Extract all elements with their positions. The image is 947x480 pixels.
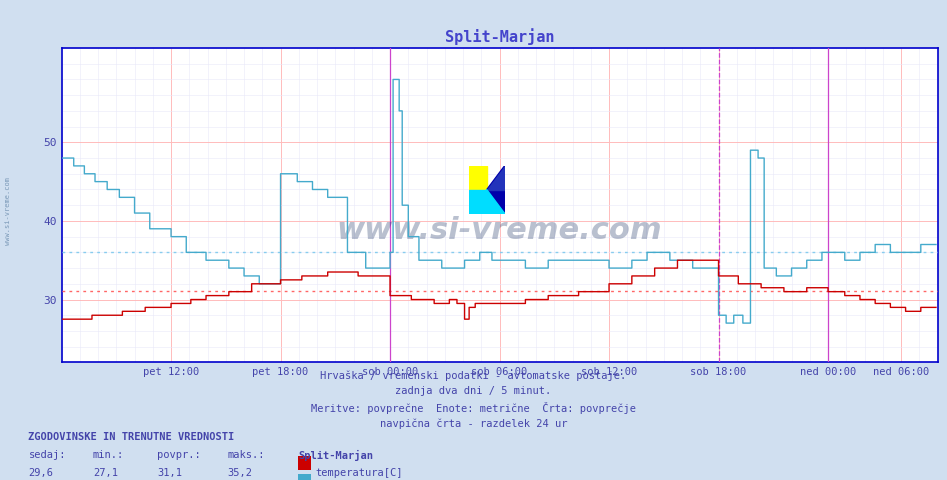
Text: www.si-vreme.com: www.si-vreme.com — [5, 177, 10, 245]
Text: Hrvaška / vremenski podatki - avtomatske postaje.: Hrvaška / vremenski podatki - avtomatske… — [320, 371, 627, 381]
Bar — [469, 166, 487, 190]
Text: povpr.:: povpr.: — [157, 450, 201, 460]
Text: 27,1: 27,1 — [93, 468, 117, 478]
Text: Meritve: povprečne  Enote: metrične  Črta: povprečje: Meritve: povprečne Enote: metrične Črta:… — [311, 402, 636, 414]
Text: Split-Marjan: Split-Marjan — [298, 450, 373, 461]
Text: 35,2: 35,2 — [227, 468, 252, 478]
Text: navpična črta - razdelek 24 ur: navpična črta - razdelek 24 ur — [380, 418, 567, 429]
Polygon shape — [469, 190, 487, 214]
Text: sedaj:: sedaj: — [28, 450, 66, 460]
Text: 29,6: 29,6 — [28, 468, 53, 478]
Text: temperatura[C]: temperatura[C] — [315, 468, 402, 478]
Polygon shape — [487, 166, 505, 190]
Bar — [487, 190, 505, 214]
Polygon shape — [469, 190, 505, 214]
Polygon shape — [487, 166, 505, 190]
Text: min.:: min.: — [93, 450, 124, 460]
Text: www.si-vreme.com: www.si-vreme.com — [337, 216, 662, 245]
Text: ZGODOVINSKE IN TRENUTNE VREDNOSTI: ZGODOVINSKE IN TRENUTNE VREDNOSTI — [28, 432, 235, 442]
Text: maks.:: maks.: — [227, 450, 265, 460]
Text: 31,1: 31,1 — [157, 468, 182, 478]
Title: Split-Marjan: Split-Marjan — [445, 29, 554, 46]
Text: zadnja dva dni / 5 minut.: zadnja dva dni / 5 minut. — [396, 386, 551, 396]
